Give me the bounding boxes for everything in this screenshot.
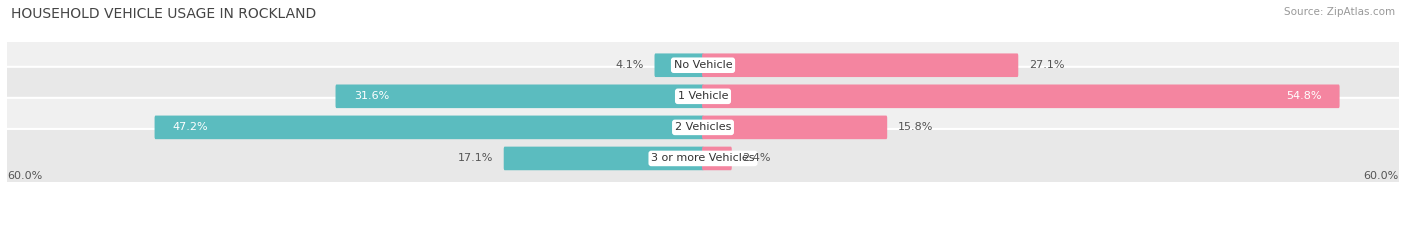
Text: 3 or more Vehicles: 3 or more Vehicles bbox=[651, 154, 755, 163]
Text: 60.0%: 60.0% bbox=[7, 171, 42, 181]
FancyBboxPatch shape bbox=[702, 147, 731, 170]
Text: 47.2%: 47.2% bbox=[173, 122, 208, 132]
FancyBboxPatch shape bbox=[1, 36, 1405, 95]
FancyBboxPatch shape bbox=[1, 67, 1405, 126]
FancyBboxPatch shape bbox=[655, 53, 704, 77]
FancyBboxPatch shape bbox=[702, 116, 887, 139]
Text: 54.8%: 54.8% bbox=[1285, 91, 1322, 101]
Text: 17.1%: 17.1% bbox=[458, 154, 494, 163]
Text: Source: ZipAtlas.com: Source: ZipAtlas.com bbox=[1284, 7, 1395, 17]
FancyBboxPatch shape bbox=[336, 85, 704, 108]
Text: 2 Vehicles: 2 Vehicles bbox=[675, 122, 731, 132]
FancyBboxPatch shape bbox=[1, 98, 1405, 157]
FancyBboxPatch shape bbox=[702, 85, 1340, 108]
FancyBboxPatch shape bbox=[155, 116, 704, 139]
Text: HOUSEHOLD VEHICLE USAGE IN ROCKLAND: HOUSEHOLD VEHICLE USAGE IN ROCKLAND bbox=[11, 7, 316, 21]
Text: 15.8%: 15.8% bbox=[898, 122, 934, 132]
Text: 31.6%: 31.6% bbox=[354, 91, 389, 101]
FancyBboxPatch shape bbox=[702, 53, 1018, 77]
FancyBboxPatch shape bbox=[1, 129, 1405, 188]
Text: 4.1%: 4.1% bbox=[616, 60, 644, 70]
Text: 60.0%: 60.0% bbox=[1364, 171, 1399, 181]
Text: 27.1%: 27.1% bbox=[1029, 60, 1064, 70]
FancyBboxPatch shape bbox=[503, 147, 704, 170]
Text: 1 Vehicle: 1 Vehicle bbox=[678, 91, 728, 101]
Text: No Vehicle: No Vehicle bbox=[673, 60, 733, 70]
Text: 2.4%: 2.4% bbox=[742, 154, 770, 163]
